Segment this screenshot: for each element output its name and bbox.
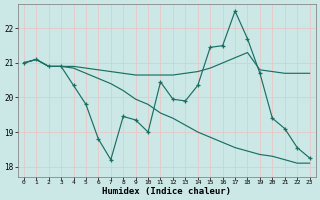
X-axis label: Humidex (Indice chaleur): Humidex (Indice chaleur) (102, 187, 231, 196)
